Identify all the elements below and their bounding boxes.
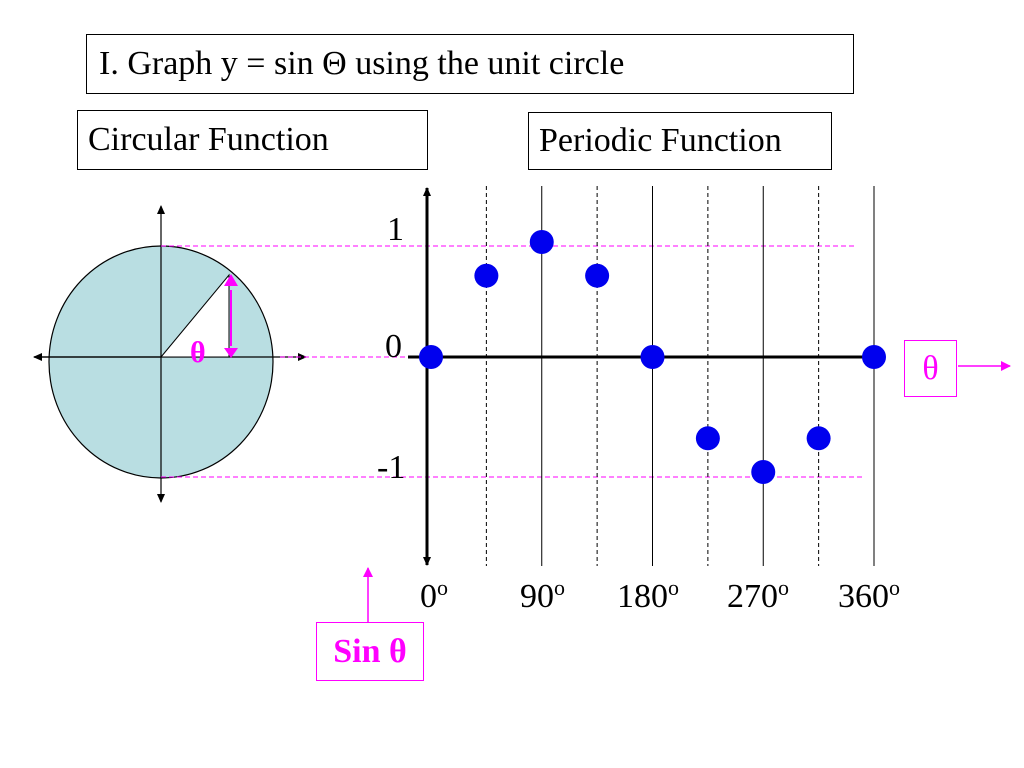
gridlines xyxy=(485,186,875,566)
angle-triangle xyxy=(159,273,230,358)
x-tick-label: 270o xyxy=(727,575,789,615)
data-points xyxy=(419,230,886,484)
y-tick-0: 0 xyxy=(385,328,402,365)
data-point xyxy=(640,345,665,369)
graph-axes xyxy=(408,187,874,566)
data-point xyxy=(474,263,499,288)
data-point xyxy=(529,230,554,254)
circular-function-label: Circular Function xyxy=(77,110,428,170)
x-tick-label: 0o xyxy=(420,575,448,615)
data-point xyxy=(419,345,443,369)
sin-theta-label: Sin θ xyxy=(316,622,424,681)
data-point xyxy=(585,263,610,288)
data-point xyxy=(806,426,831,451)
x-tick-label: 360o xyxy=(838,575,900,615)
y-tick-neg1: -1 xyxy=(377,449,405,486)
x-tick-label: 180o xyxy=(617,575,679,615)
data-point xyxy=(751,460,776,484)
y-tick-1: 1 xyxy=(387,211,404,248)
periodic-function-label: Periodic Function xyxy=(528,112,832,170)
circle-theta-label: θ xyxy=(190,336,206,369)
unit-circle-figure: θ xyxy=(33,205,307,503)
data-point xyxy=(862,345,886,369)
data-point xyxy=(695,426,720,451)
slide-title: I. Graph y = sin Θ using the unit circle xyxy=(86,34,854,94)
x-tick-label: 90o xyxy=(520,575,565,615)
theta-label: θ xyxy=(904,340,957,397)
x-tick-labels: 0o 90o 180o 270o 360o xyxy=(420,575,900,615)
